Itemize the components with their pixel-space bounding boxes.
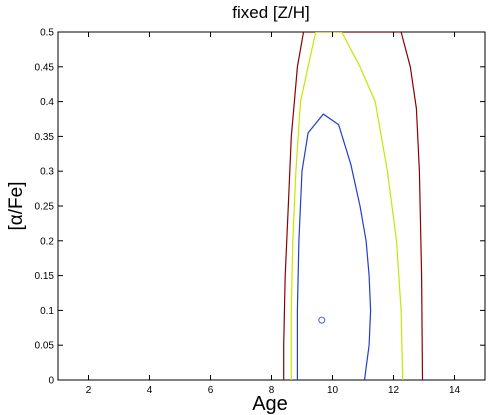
x-tick-label: 10 [327,385,339,396]
x-tick-label: 8 [269,385,275,396]
y-tick-label: 0.1 [40,306,54,317]
x-axis-label: Age [252,393,288,415]
contour-line-2 [290,32,404,380]
contour-line-3 [296,113,372,380]
x-tick-label: 2 [86,385,92,396]
x-tick-label: 12 [388,385,400,396]
x-tick-label: 4 [147,385,153,396]
axes-layer: 2 4 6 8 10 12 14 0 0.05 0.1 0.15 0.2 0.25 0.3 0.35 0.4 0… [35,28,485,396]
plot-area [57,31,486,381]
y-tick-label: 0.25 [35,202,55,213]
x-tick-label: 14 [449,385,461,396]
chart-title: fixed [Z/H] [232,3,309,22]
y-tick-label: 0.35 [35,132,55,143]
y-tick-label: 0.15 [35,271,55,282]
x-tick-label: 6 [208,385,214,396]
contour-line-1 [283,32,424,380]
y-tick-label: 0 [48,376,54,387]
y-tick-label: 0.3 [40,167,54,178]
best-fit-marker [318,316,326,324]
series-layer [283,32,424,380]
y-tick-label: 0.45 [35,62,55,73]
y-axis-label: [α/Fe] [6,182,27,231]
y-tick-label: 0.05 [35,341,55,352]
y-tick-label: 0.2 [40,236,54,247]
y-tick-label: 0.4 [40,97,54,108]
y-tick-label: 0.5 [40,28,54,39]
